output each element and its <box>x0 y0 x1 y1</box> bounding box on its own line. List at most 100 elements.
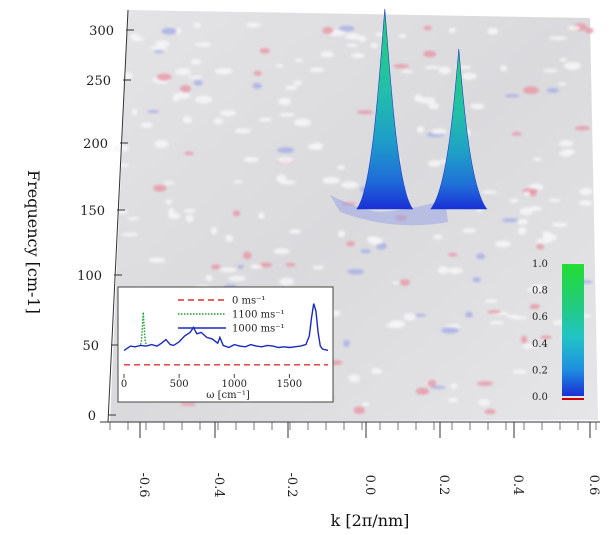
surface-speckle <box>487 310 501 314</box>
surface-speckle <box>360 249 372 254</box>
surface-speckle <box>310 142 324 151</box>
peak-group <box>330 8 488 226</box>
surface-speckle <box>285 85 298 91</box>
surface-speckle <box>579 187 593 196</box>
inset-x-tick-label: 1000 <box>222 379 247 390</box>
surface-speckle <box>461 72 477 81</box>
surface-speckle <box>184 151 195 156</box>
surface-speckle <box>431 128 447 135</box>
colorbar-tick-label: 0.4 <box>532 339 548 350</box>
surface-speckle <box>399 279 411 286</box>
surface-speckle <box>370 42 378 49</box>
surface-speckle <box>563 61 581 70</box>
surface-speckle <box>389 319 406 328</box>
surface-speckle <box>114 210 128 214</box>
surface-speckle <box>512 369 528 374</box>
surface-speckle <box>279 277 295 286</box>
surface-speckle <box>368 236 383 245</box>
surface-speckle <box>423 25 432 31</box>
surface-speckle <box>523 191 530 196</box>
surface-speckle <box>345 33 360 40</box>
surface-speckle <box>219 110 237 117</box>
surface-speckle <box>487 27 499 35</box>
surface-speckle <box>338 25 355 32</box>
inset-x-axis-title: ω [cm⁻¹] <box>206 390 250 401</box>
peak-base-shadow <box>330 195 448 226</box>
surface-speckle <box>258 117 272 122</box>
surface-speckle <box>195 95 213 104</box>
surface-speckle <box>448 397 459 403</box>
surface-speckle <box>131 36 144 42</box>
inset-legend-label: 1000 ms⁻¹ <box>232 324 285 335</box>
surface-speckle <box>414 94 423 103</box>
y-tick-label: 200 <box>83 137 108 152</box>
surface-speckle <box>522 343 538 349</box>
surface-speckle <box>179 84 192 93</box>
surface-speckle <box>246 22 261 28</box>
surface-speckle <box>322 26 334 34</box>
surface-speckle <box>147 109 160 114</box>
surface-speckle <box>252 82 262 89</box>
surface-speckle <box>504 94 520 98</box>
surface-speckle <box>293 80 303 86</box>
surface-speckle <box>559 57 567 62</box>
surface-speckle <box>242 251 252 260</box>
surface-speckle <box>154 140 169 148</box>
surface-speckle <box>193 80 203 86</box>
inset-series-line <box>139 312 147 345</box>
surface-speckle <box>540 335 552 340</box>
surface-speckle <box>175 28 182 34</box>
surface-speckle <box>548 198 561 203</box>
surface-speckle <box>273 248 290 255</box>
surface-speckle <box>193 22 201 28</box>
surface-speckle <box>465 311 473 318</box>
surface-speckle <box>183 208 197 213</box>
surface-speckle <box>501 218 519 223</box>
surface-speckle <box>188 75 203 79</box>
surface-speckle <box>289 229 301 234</box>
surface-speckle <box>278 97 291 106</box>
y-axis: 0 50 100 150 200 250 300 Frequency [cm-1] <box>24 9 134 424</box>
surface-speckle <box>420 97 436 105</box>
y-tick-label: 150 <box>80 204 105 219</box>
surface-speckle <box>243 156 259 163</box>
surface-speckle <box>535 238 552 244</box>
surface-speckle <box>529 303 540 310</box>
surface-speckle <box>448 252 458 257</box>
surface-speckle <box>528 206 543 212</box>
y-tick-label: 100 <box>77 269 102 284</box>
surface-speckle <box>205 274 213 282</box>
surface-speckle <box>346 43 359 47</box>
surface-speckle <box>322 176 341 184</box>
x-tick-label: -0.4 <box>211 472 226 497</box>
surface-speckle <box>424 65 441 69</box>
surface-speckle <box>362 402 370 407</box>
inset-legend-label: 1100 ms⁻¹ <box>232 310 285 321</box>
surface-speckle <box>401 69 414 74</box>
inset-chart: 0 500 1000 1500 0 ms⁻¹ 1100 ms⁻¹ 1000 ms⁻¹ ω … <box>117 286 334 403</box>
surface-speckle <box>484 408 496 415</box>
colorbar-tick-label: 0.0 <box>532 392 548 403</box>
surface-speckle <box>320 51 334 58</box>
surface-speckle <box>228 275 246 282</box>
surface-speckle <box>258 262 273 268</box>
x-tick-label: -0.6 <box>136 472 151 497</box>
x-tick-label: 0.2 <box>436 475 451 496</box>
surface-speckle <box>519 207 533 216</box>
surface-speckle <box>370 368 383 375</box>
surface-speckle <box>517 219 529 225</box>
surface-speckle <box>150 45 168 50</box>
surface-speckle <box>489 320 504 325</box>
surface-speckle <box>253 70 262 76</box>
surface-speckle <box>462 228 476 234</box>
surface-speckle <box>522 188 539 193</box>
x-tick-label: 0.0 <box>362 475 377 496</box>
surface-speckle <box>559 150 573 157</box>
surface-speckle <box>476 253 486 260</box>
surface-speckle <box>546 87 559 93</box>
surface-speckle <box>219 267 237 273</box>
surface-speckle <box>430 385 446 390</box>
surface-speckle <box>357 35 366 42</box>
surface-speckle <box>522 86 539 95</box>
x-axis: -0.6 -0.4 -0.2 0.0 0.2 0.4 0.6 k [2π/nm] <box>100 421 601 530</box>
